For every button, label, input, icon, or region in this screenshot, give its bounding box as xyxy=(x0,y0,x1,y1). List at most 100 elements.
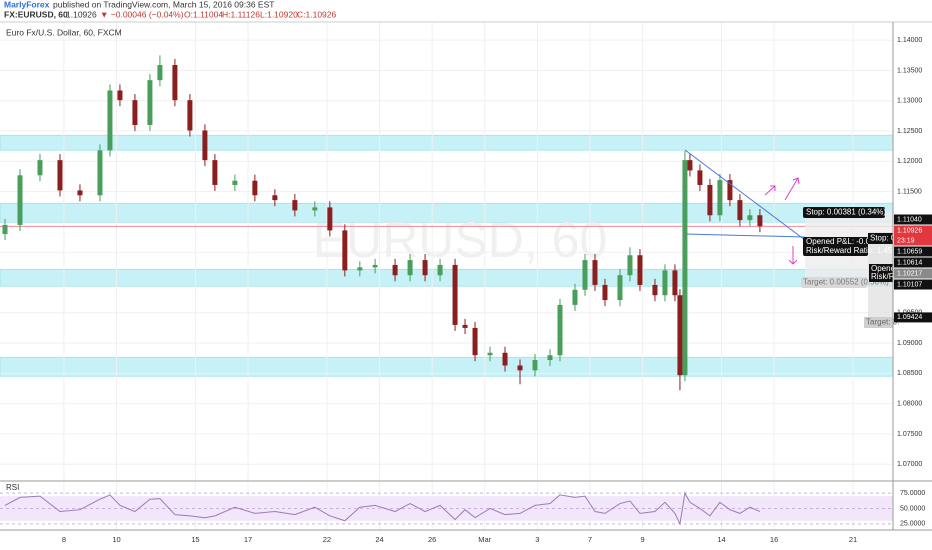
candle-body xyxy=(487,352,493,356)
candle-body xyxy=(602,284,608,301)
candle-body xyxy=(312,207,318,211)
published: published on TradingView.com, March 15, … xyxy=(53,0,274,9)
candle-body xyxy=(2,224,8,235)
candle-body xyxy=(172,65,178,101)
candle-body xyxy=(682,160,688,376)
candle-body xyxy=(617,275,623,301)
trendline xyxy=(684,149,806,241)
y-tick-label: 1.09000 xyxy=(897,340,922,347)
price-marker-label: 1.10614 xyxy=(897,259,922,266)
candle-body xyxy=(687,160,693,171)
candle-body xyxy=(117,90,123,101)
x-tick-label: Mar xyxy=(478,535,491,544)
candle-body xyxy=(727,180,733,201)
candle-body xyxy=(407,260,413,276)
price-marker xyxy=(894,246,932,257)
x-tick-label: 8 xyxy=(62,535,66,544)
price-marker-label: 1.10659 xyxy=(897,248,922,255)
candle-body xyxy=(147,80,153,125)
candle-body xyxy=(517,365,523,371)
candle-body xyxy=(437,264,443,276)
candle-body xyxy=(212,160,218,185)
x-tick-label: 17 xyxy=(244,535,252,544)
arrow xyxy=(788,246,798,265)
price-marker xyxy=(894,225,932,236)
candle-body xyxy=(532,360,538,371)
label-bg xyxy=(869,264,893,282)
candle-body xyxy=(132,100,138,125)
x-tick-label: 26 xyxy=(428,535,436,544)
candle-body xyxy=(372,264,378,268)
candle-body xyxy=(472,327,478,356)
candle-body xyxy=(737,200,743,221)
price-marker-label: 1.10217 xyxy=(897,270,922,277)
price-marker-label: 1.10107 xyxy=(897,281,922,288)
arrows xyxy=(764,177,800,265)
y-tick-label: 1.08000 xyxy=(897,401,922,408)
y-tick-label: 1.12000 xyxy=(897,158,922,165)
annotation: Target: 0.00552 (0.50%) xyxy=(803,278,889,287)
y-tick-label: 1.08500 xyxy=(897,370,922,377)
candle-body xyxy=(157,65,163,81)
candle-body xyxy=(97,150,103,196)
candle-body xyxy=(357,267,363,271)
rsi-title: RSI xyxy=(6,483,19,492)
x-tick-label: 22 xyxy=(323,535,331,544)
zones xyxy=(0,134,894,377)
x-tick-label: 3 xyxy=(535,535,539,544)
annotation: Target: 0. xyxy=(866,318,899,327)
y-tick-label: 1.13500 xyxy=(897,67,922,74)
x-tick-label: 15 xyxy=(191,535,199,544)
candle-body xyxy=(572,289,578,305)
label-bg xyxy=(803,237,868,256)
annotation: Stop: 0.0 xyxy=(870,234,903,243)
candle-body xyxy=(77,190,83,196)
ohlc: H:1.11126 xyxy=(222,9,260,19)
ohlc: O:1.11004 xyxy=(184,9,223,19)
candle-body xyxy=(327,207,333,231)
y-tick-label: 1.07500 xyxy=(897,431,922,438)
candle-body xyxy=(232,180,238,185)
axes: 1.14000 1.13500 1.13000 1.12500 1.12000 1.115… xyxy=(62,37,932,544)
candle-body xyxy=(17,175,23,225)
candle-body xyxy=(557,304,563,356)
price-marker-label: 1.11040 xyxy=(897,216,922,223)
label-bg xyxy=(864,317,893,328)
ohlc: L:1.10920 xyxy=(260,9,298,19)
candle-body xyxy=(107,90,113,151)
rsi-tick-label: 25.0000 xyxy=(900,521,925,528)
price-marker xyxy=(894,214,932,225)
symbol: FX:EURUSD, 60 xyxy=(4,9,68,19)
trendline xyxy=(684,233,806,238)
candle-body xyxy=(652,284,658,296)
candle-body xyxy=(582,260,588,290)
y-tick-label: 1.07000 xyxy=(897,461,922,468)
candle-body xyxy=(57,160,63,191)
y-tick-label: 1.11500 xyxy=(897,188,922,195)
candle-body xyxy=(392,264,398,276)
annotation: Opened F xyxy=(871,264,907,273)
x-tick-label: 16 xyxy=(770,535,778,544)
plot xyxy=(0,55,893,526)
candle-body xyxy=(697,170,703,185)
candle-body xyxy=(452,264,458,325)
candle-body xyxy=(627,255,633,276)
label-bg xyxy=(868,233,893,244)
candle-body xyxy=(592,260,598,285)
candle-body xyxy=(422,260,428,276)
price-marker-label: 1.09424 xyxy=(897,314,922,321)
rsi-tick-label: 75.0000 xyxy=(900,490,925,497)
candle-body xyxy=(662,270,668,296)
grid xyxy=(0,22,893,530)
candle-body xyxy=(637,255,643,285)
candle-body xyxy=(462,324,468,328)
watermark: EURUSD, 60 xyxy=(313,212,608,268)
y-tick-label: 1.14000 xyxy=(897,37,922,44)
label-bg xyxy=(801,277,867,288)
candle-body xyxy=(757,215,763,227)
candle-body xyxy=(202,130,208,161)
candle-body xyxy=(747,215,753,221)
label-bg xyxy=(803,207,885,218)
zone xyxy=(0,134,894,151)
